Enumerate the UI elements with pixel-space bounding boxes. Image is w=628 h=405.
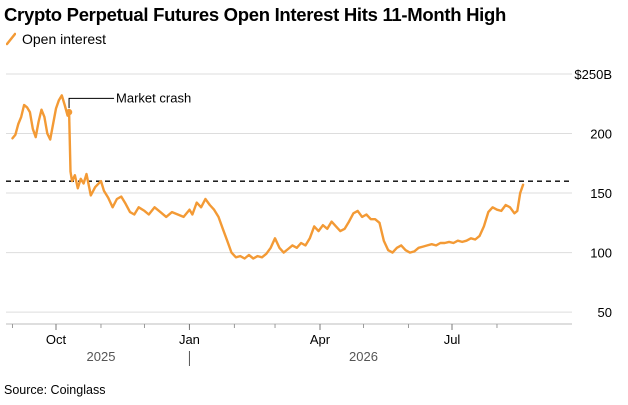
source-note: Source: Coinglass [4,383,106,397]
y-tick-label: 200 [590,127,612,142]
x-tick-label: Jul [444,332,461,347]
chart-title: Crypto Perpetual Futures Open Interest H… [4,4,506,25]
y-tick-label: 100 [590,246,612,261]
legend-label: Open interest [22,31,107,47]
x-tick-label: Oct [46,332,67,347]
x-tick-label: Jan [179,332,200,347]
annotation-label: Market crash [116,90,191,105]
y-tick-label: 150 [590,186,612,201]
annotation-leader [68,97,115,109]
year-label: 2025 [87,349,116,364]
legend-line-icon [6,32,16,46]
x-tick-label: Apr [310,332,331,347]
annotation-marker [65,108,73,116]
y-tick-label: $250B [574,67,612,82]
year-label: 2026 [349,349,378,364]
y-tick-label: 50 [598,305,612,320]
legend: Open interest [6,31,106,47]
series-line-open-interest [11,94,525,260]
